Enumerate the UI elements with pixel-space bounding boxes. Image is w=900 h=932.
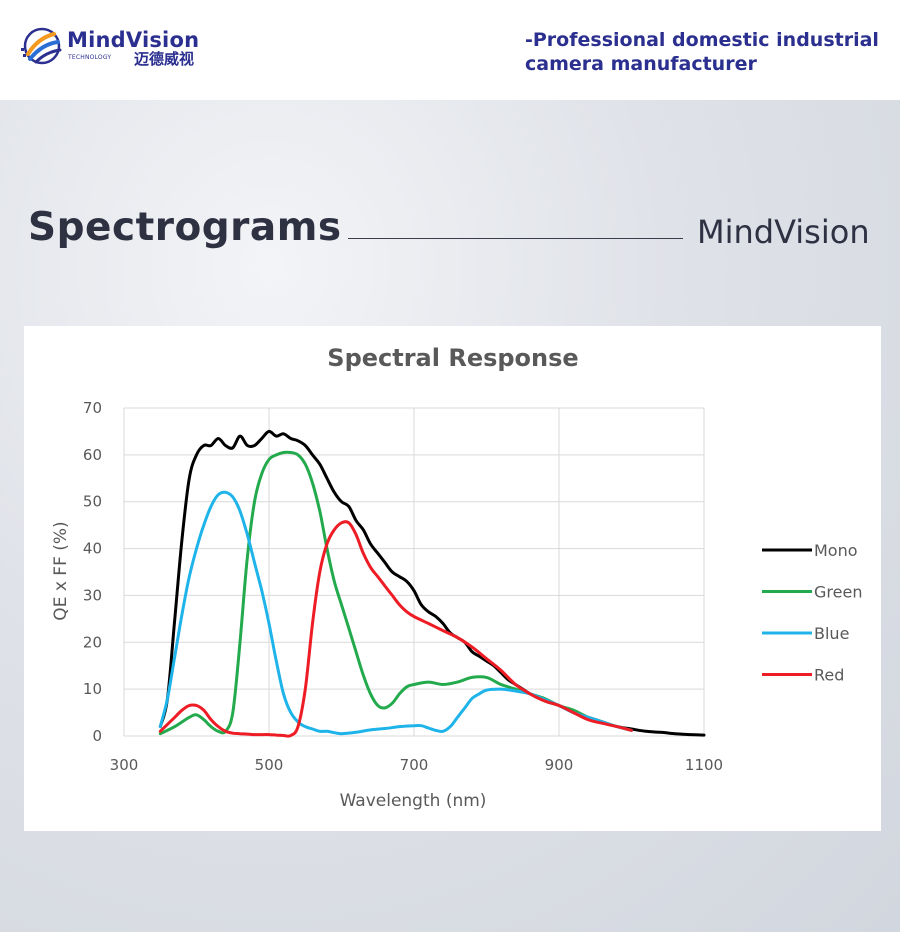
y-axis-label: QE x FF (%) <box>51 521 71 620</box>
title-divider <box>348 238 683 239</box>
x-tick-label: 500 <box>255 756 284 774</box>
x-tick-label: 1100 <box>685 756 723 774</box>
axis-ticks: 0 10 20 30 40 50 60 70 300 500 700 900 1100 <box>83 399 723 774</box>
y-tick-label: 40 <box>83 540 102 558</box>
header: MindVision TECHNOLOGY 迈德威视 -Professional… <box>0 0 900 100</box>
y-tick-label: 60 <box>83 446 102 464</box>
legend-label-green: Green <box>814 583 862 602</box>
legend-label-mono: Mono <box>814 541 858 560</box>
x-tick-label: 900 <box>545 756 574 774</box>
logo-chinese-name: 迈德威视 <box>134 50 195 68</box>
y-tick-label: 70 <box>83 399 102 417</box>
x-axis-label: Wavelength (nm) <box>340 791 487 811</box>
company-tagline: -Professional domestic industrial camera… <box>525 28 895 76</box>
y-tick-label: 10 <box>83 680 102 698</box>
x-tick-label: 300 <box>110 756 139 774</box>
y-tick-label: 0 <box>92 727 102 745</box>
y-tick-label: 30 <box>83 586 102 604</box>
mindvision-logo[interactable]: MindVision TECHNOLOGY 迈德威视 <box>20 24 220 70</box>
logo-technology-label: TECHNOLOGY <box>68 54 112 61</box>
series-line-blue <box>158 490 633 736</box>
series-line-red <box>158 520 633 738</box>
y-tick-label: 20 <box>83 633 102 651</box>
spectral-response-chart: Spectral Response 0 10 20 30 40 50 60 70 300 500 7… <box>51 344 862 811</box>
legend: Mono Green Blue Red <box>762 541 862 685</box>
series-line-green <box>158 450 633 736</box>
chart-title: Spectral Response <box>327 344 578 372</box>
legend-label-red: Red <box>814 666 844 685</box>
section-title: Spectrograms <box>28 205 342 250</box>
section-brand: MindVision <box>697 213 870 251</box>
y-tick-label: 50 <box>83 493 102 511</box>
logo-brand-name: MindVision <box>67 28 200 52</box>
logo-mark-icon <box>21 27 62 65</box>
legend-label-blue: Blue <box>814 624 849 643</box>
grid <box>123 407 705 737</box>
chart-card: Spectral Response 0 10 20 30 40 50 60 70 300 500 7… <box>24 326 881 831</box>
tagline-line-2: camera manufacturer <box>525 53 757 75</box>
x-tick-label: 700 <box>400 756 429 774</box>
series-lines <box>158 429 706 738</box>
tagline-line-1: -Professional domestic industrial <box>525 29 879 51</box>
